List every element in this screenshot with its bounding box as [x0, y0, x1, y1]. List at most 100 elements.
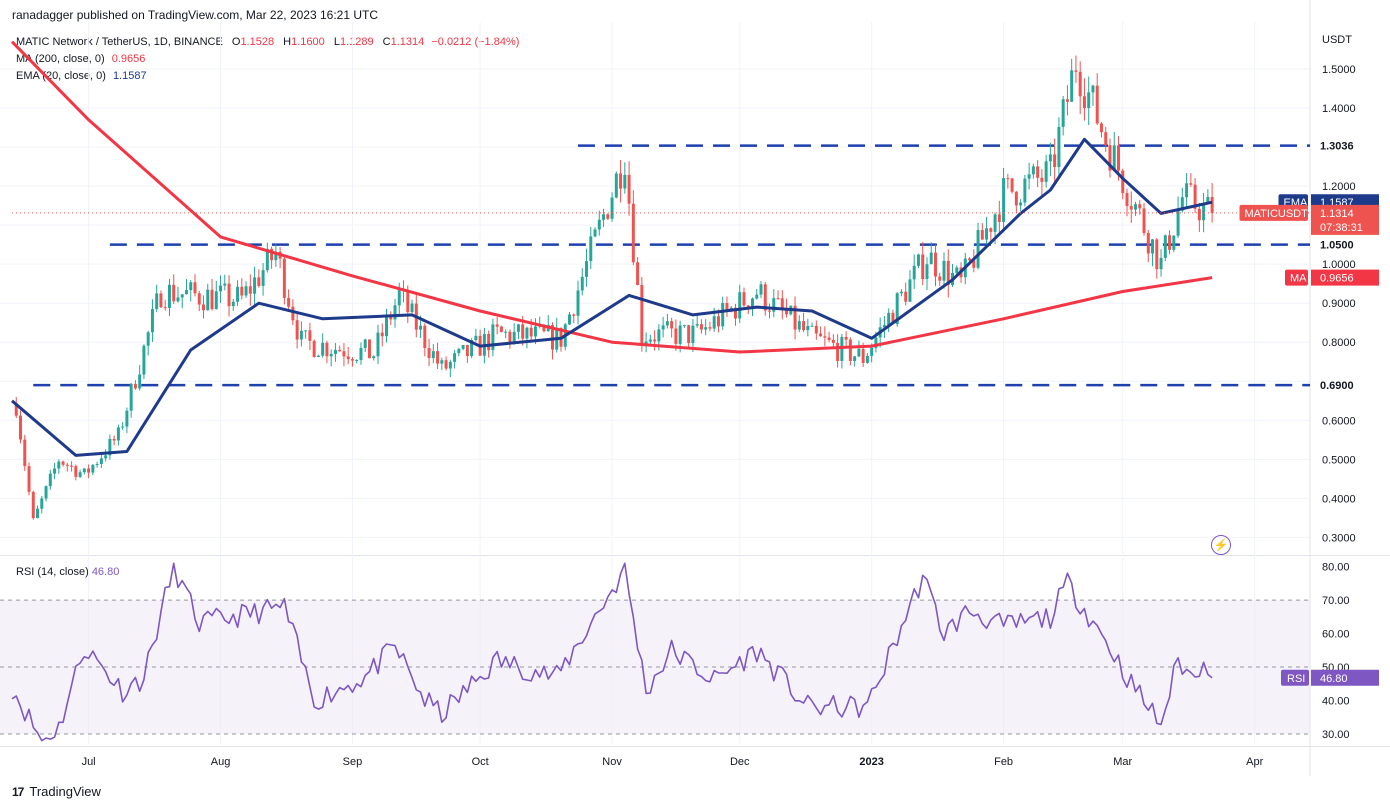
candle-body — [116, 427, 120, 441]
rsi-tag-value-bg — [1311, 669, 1379, 686]
candle-body — [793, 305, 797, 330]
candle-body — [848, 339, 852, 361]
candle-body — [1206, 196, 1210, 204]
rsi-tag-label: RSI — [1287, 673, 1305, 685]
candle-body — [48, 473, 52, 487]
candle-body — [823, 336, 827, 338]
candle-body — [882, 325, 886, 328]
price-tick-label: 0.5000 — [1322, 454, 1356, 466]
candle-body — [653, 339, 657, 342]
candle-body — [253, 277, 257, 294]
candle-body — [342, 351, 346, 357]
candle-body — [814, 325, 818, 334]
candle-body — [1074, 70, 1078, 72]
price-tick-label: 0.8000 — [1322, 337, 1356, 349]
candle-body — [572, 314, 576, 316]
ma-legend[interactable]: MA (200, close, 0) 0.9656 — [16, 53, 145, 65]
lightning-icon[interactable]: ⚡ — [1211, 535, 1231, 555]
ma-legend-value: 0.9656 — [111, 53, 146, 65]
candle-body — [1155, 239, 1159, 270]
candle-body — [989, 228, 993, 232]
candle-body — [521, 324, 525, 339]
time-tick-label: Apr — [1246, 756, 1263, 768]
candle-body — [580, 276, 584, 291]
candle-body — [993, 214, 997, 232]
ema-legend[interactable]: EMA (20, close, 0) 1.1587 — [16, 70, 147, 82]
time-tick-label: Sep — [343, 756, 363, 768]
candle-body — [916, 254, 920, 266]
candle-body — [1053, 154, 1057, 168]
low-value: 1.1289 — [339, 36, 374, 48]
candle-body — [389, 315, 393, 320]
candle-body — [184, 290, 188, 295]
candle-body — [367, 339, 371, 359]
candle-body — [91, 464, 95, 473]
candle-body — [1010, 178, 1014, 192]
candle-body — [474, 335, 478, 341]
rsi-line[interactable] — [11, 562, 1213, 742]
price-tick-label: 1.0000 — [1322, 259, 1356, 271]
candle-body — [1048, 154, 1052, 162]
candle-body — [61, 461, 65, 465]
candle-body — [227, 283, 231, 307]
candle-body — [19, 415, 23, 440]
candle-body — [1112, 145, 1116, 171]
candle-body — [772, 298, 776, 312]
candle-body — [870, 347, 874, 356]
candle-body — [244, 286, 248, 296]
candle-body — [508, 331, 512, 343]
candle-body — [23, 439, 27, 467]
candle-body — [802, 321, 806, 331]
candle-body — [376, 332, 380, 357]
candle-body — [487, 333, 491, 351]
tradingview-brand[interactable]: 17 TradingView — [12, 784, 101, 799]
candle-body — [674, 328, 678, 344]
candle-body — [380, 332, 384, 337]
candle-body — [687, 325, 691, 344]
candle-body — [1151, 239, 1155, 254]
candle-body — [921, 254, 925, 280]
rsi-tick-label: 40.00 — [1322, 696, 1350, 708]
candle-body — [1172, 235, 1176, 250]
candle-body — [661, 325, 665, 330]
candle-body — [610, 197, 614, 219]
candle-body — [1019, 202, 1023, 206]
candle-body — [831, 339, 835, 343]
rsi-legend[interactable]: RSI (14, close) 46.80 — [16, 566, 119, 578]
candle-body — [219, 285, 223, 292]
candle-body — [176, 297, 180, 302]
candle-body — [1031, 166, 1035, 175]
ma-200-line[interactable] — [10, 40, 1213, 354]
candle-body — [453, 353, 457, 362]
candle-body — [427, 348, 431, 359]
candle-body — [423, 325, 427, 349]
price-tag-label: MATICUSDT — [1245, 208, 1309, 220]
candle-body — [806, 325, 810, 331]
candle-body — [742, 292, 746, 306]
ma-tag-label-bg — [1285, 269, 1308, 286]
candle-body — [346, 356, 350, 360]
candle-body — [1134, 204, 1138, 210]
candle-body — [1210, 196, 1214, 213]
candle-body — [491, 324, 495, 351]
candle-body — [516, 324, 520, 332]
candle-body — [321, 342, 325, 356]
candle-body — [908, 279, 912, 302]
candle-body — [329, 354, 333, 357]
candle-body — [133, 383, 137, 389]
candle-body — [857, 348, 861, 357]
candle-body — [155, 293, 159, 310]
candle-body — [146, 332, 150, 346]
candle-body — [853, 356, 857, 361]
ema-20-line[interactable] — [11, 137, 1213, 457]
candle-body — [316, 355, 320, 357]
ma-tag-value-bg — [1311, 269, 1379, 286]
candle-body — [291, 306, 295, 321]
candle-body — [78, 472, 82, 477]
pane-separator[interactable] — [0, 555, 1390, 556]
symbol-title: MATIC Network / TetherUS, 1D, BINANCE — [16, 36, 223, 48]
candle-body — [270, 248, 274, 261]
candle-body — [210, 289, 214, 310]
candle-body — [172, 284, 176, 302]
